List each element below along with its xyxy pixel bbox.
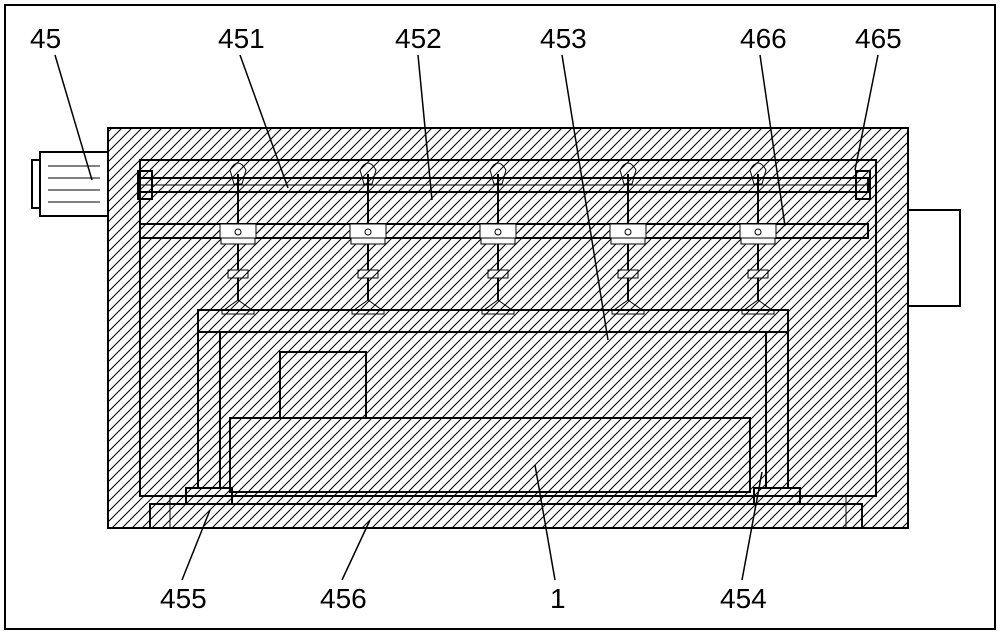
technical-drawing: 45 451 452 453 466 465 455 456 1 454	[0, 0, 1000, 634]
label-lbl-453: 453	[540, 23, 587, 54]
label-lbl-465: 465	[855, 23, 902, 54]
label-lbl-452: 452	[395, 23, 442, 54]
label-lbl-466: 466	[740, 23, 787, 54]
label-lbl-1: 1	[550, 583, 566, 614]
label-lbl-45: 45	[30, 23, 61, 54]
label-lbl-455: 455	[160, 583, 207, 614]
label-lbl-454: 454	[720, 583, 767, 614]
label-lbl-456: 456	[320, 583, 367, 614]
label-lbl-451: 451	[218, 23, 265, 54]
